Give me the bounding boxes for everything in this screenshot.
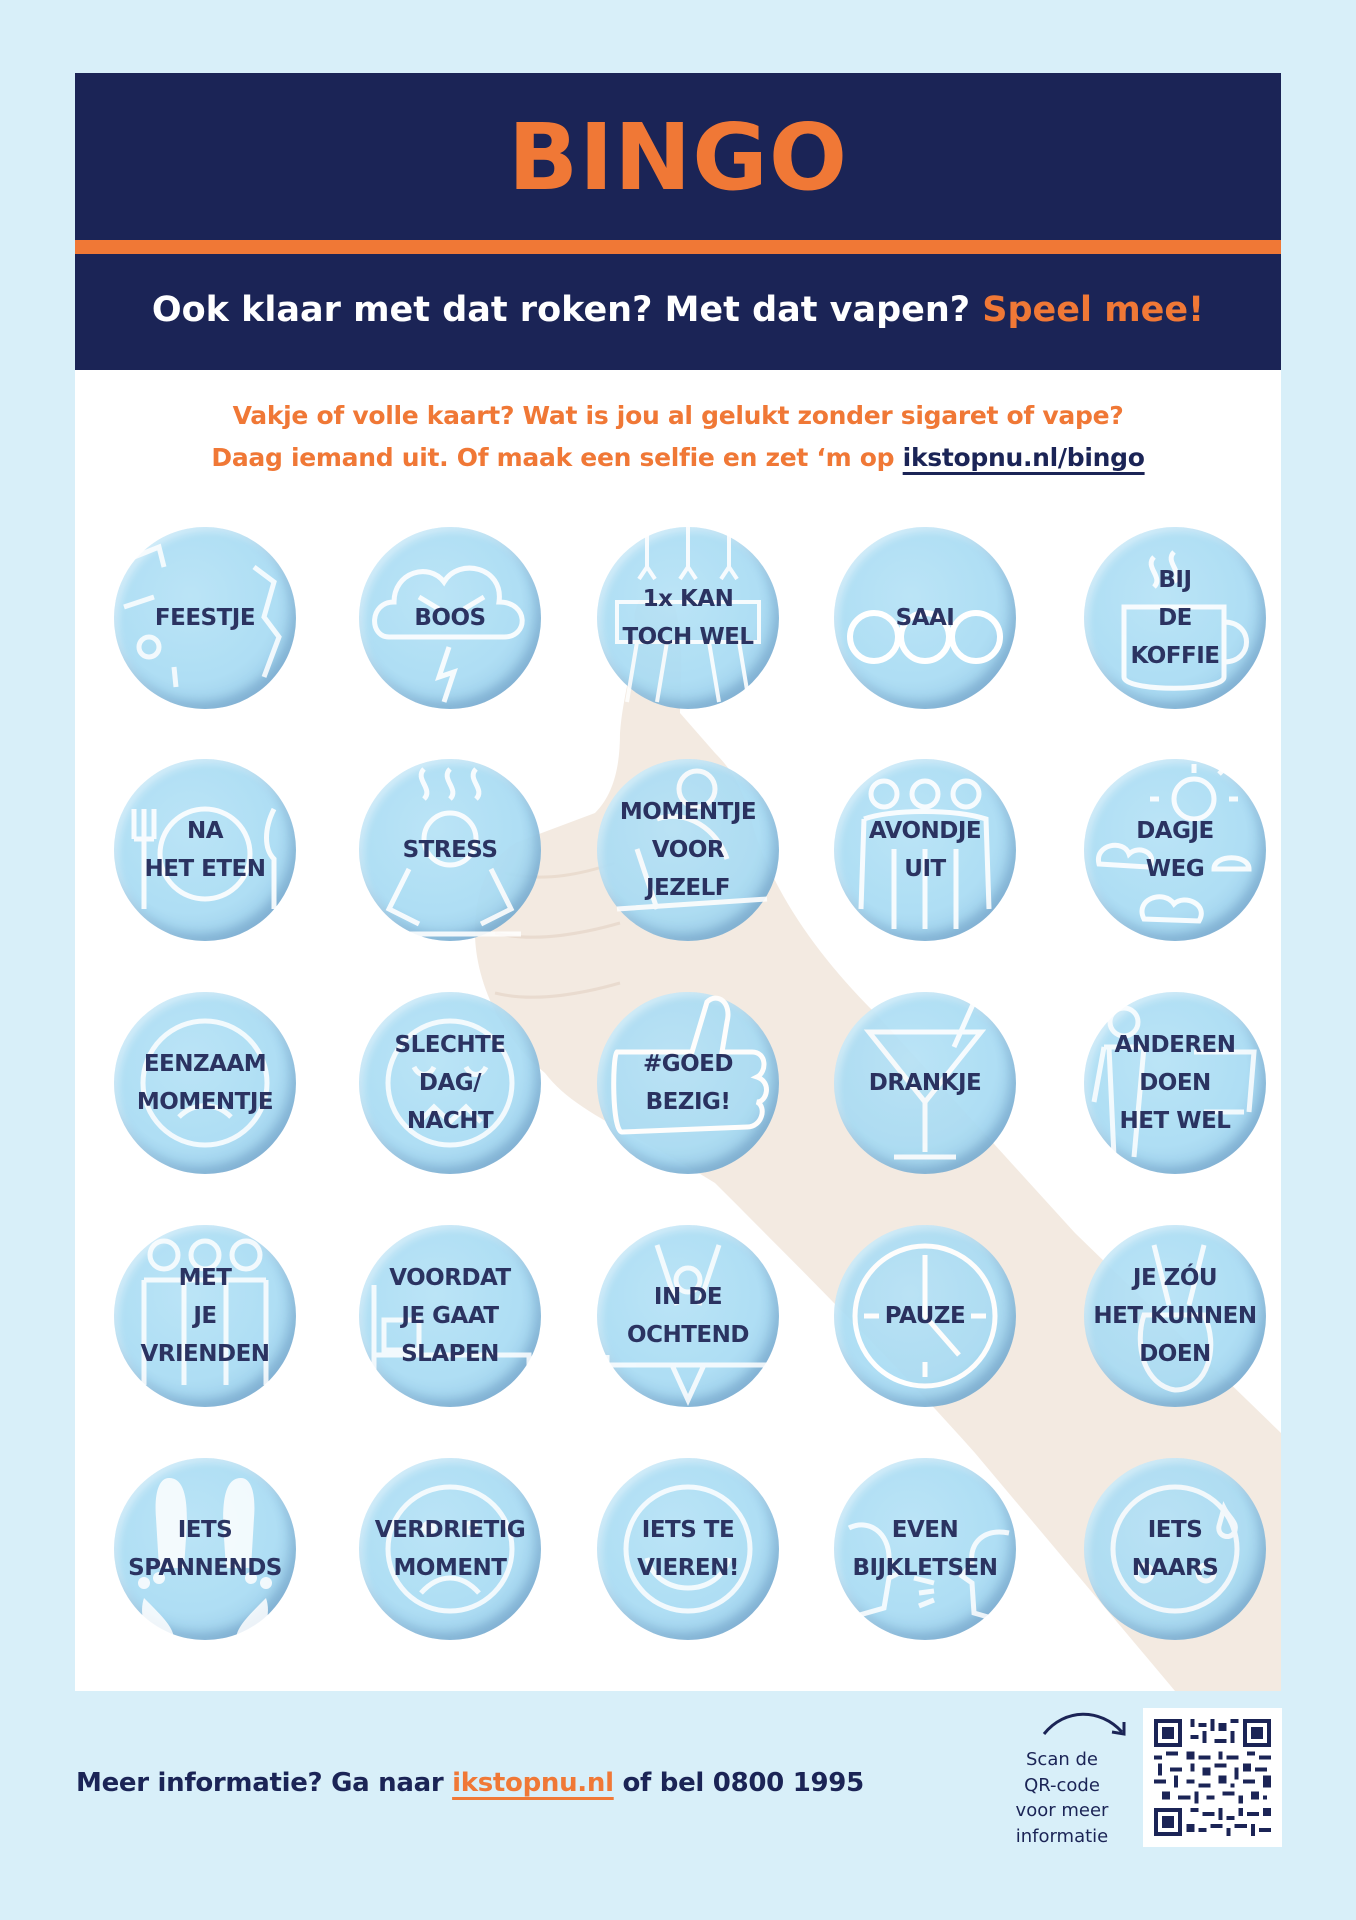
cell-label: VERDRIETIG MOMENT [374,1517,526,1581]
stressed-person-icon [379,767,521,937]
cell-label: SAAI [895,605,955,631]
bingo-cell-stress[interactable]: STRESS [359,759,541,941]
sad-smiley-icon [385,1484,515,1614]
friends-icon [141,1238,269,1385]
sad-face-icon [140,1018,270,1148]
cell-label: MOMENTJE VOOR JEZELF [619,799,757,901]
qr-code-icon [1154,1719,1271,1836]
bingo-cell-verdrietig-moment[interactable]: VERDRIETIG MOMENT [359,1458,541,1640]
footer-info-prefix: Meer informatie? Ga naar [76,1768,453,1798]
bingo-cell-drankje[interactable]: DRANKJE [834,992,1016,1174]
bingo-cell-goed-bezig[interactable]: #GOED BEZIG! [597,992,779,1174]
cell-label: DRANKJE [868,1070,982,1096]
cell-label: IETS NAARS [1131,1517,1219,1581]
bingo-cell-pauze[interactable]: PAUZE [834,1225,1016,1407]
bingo-cell-feestje[interactable]: FEESTJE [114,527,296,709]
bingo-grid: FEESTJE BOOS 1x KAN TOCH WEL SAAI BIJ DE… [75,73,1281,1691]
intro-text: Vakje of volle kaart? Wat is jou al gelu… [75,395,1281,479]
bingo-cell-even-bijkletsen[interactable]: EVEN BIJKLETSEN [834,1458,1016,1640]
cell-label: PAUZE [884,1303,966,1329]
header-banner: BINGO Ook klaar met dat roken? Met dat v… [75,73,1281,370]
footer-info-suffix: of bel 0800 1995 [613,1768,864,1798]
cell-label: IETS SPANNENDS [128,1517,282,1581]
bingo-cell-anderen-doen-het-wel[interactable]: ANDEREN DOEN HET WEL [1084,992,1266,1174]
bingo-cell-iets-spannends[interactable]: IETS SPANNENDS [114,1458,296,1640]
bingo-cell-boos[interactable]: BOOS [359,527,541,709]
tagline-accent: Speel mee! [982,290,1205,330]
cell-label: FEESTJE [154,605,256,631]
bar-lamps-icon [615,527,761,703]
bingo-cell-dagje-weg[interactable]: DAGJE WEG [1084,759,1266,941]
cell-label: MET JE VRIENDEN [140,1265,270,1367]
footprints-icon [138,1478,272,1640]
cell-label: STRESS [402,837,498,863]
bingo-cell-iets-te-vieren[interactable]: IETS TE VIEREN! [597,1458,779,1640]
bed-icon [371,1285,532,1385]
cocktail-glass-icon [863,998,987,1160]
cell-label: EVEN BIJKLETSEN [852,1517,998,1581]
bingo-cell-avondje-uit[interactable]: AVONDJE UIT [834,759,1016,941]
bingo-cell-1x-kan-toch-wel[interactable]: 1x KAN TOCH WEL [597,527,779,709]
group-friends-icon [858,778,992,929]
cell-label: NA HET ETEN [144,818,266,882]
cell-label: BIJ DE KOFFIE [1130,567,1220,669]
cell-label: ANDEREN DOEN HET WEL [1114,1032,1236,1134]
bingo-link[interactable]: ikstopnu.nl/bingo [902,443,1145,472]
bingo-cell-met-je-vrienden[interactable]: MET JE VRIENDEN [114,1225,296,1407]
angry-cloud-icon [372,565,525,703]
relaxing-person-icon [616,768,768,912]
tagline-main: Ook klaar met dat roken? Met dat vapen? [151,290,983,330]
cell-label: AVONDJE UIT [868,818,982,882]
cell-label: 1x KAN TOCH WEL [622,586,754,650]
bingo-cell-iets-naars[interactable]: IETS NAARS [1084,1458,1266,1640]
cell-label: #GOED BEZIG! [642,1051,734,1115]
peace-hand-icon [1137,1244,1214,1393]
clock-icon [852,1243,998,1389]
page-title: BINGO [507,104,849,211]
cell-label: VOORDAT JE GAAT SLAPEN [389,1265,511,1367]
curved-arrow-icon [1042,1712,1126,1736]
bingo-cell-bij-de-koffie[interactable]: BIJ DE KOFFIE [1084,527,1266,709]
people-icon [1091,1005,1257,1158]
cell-label: BOOS [414,605,486,631]
thumbs-up-icon [611,995,769,1135]
scan-qr-instruction: Scan de QR-code voor meer informatie [1015,1749,1109,1847]
crying-face-icon [385,1018,515,1148]
bingo-card: BINGO Ook klaar met dat roken? Met dat v… [75,73,1281,1691]
cell-label: IN DE OCHTEND [627,1284,749,1348]
cell-label: SLECHTE DAG/ NACHT [394,1032,506,1134]
tagline: Ook klaar met dat roken? Met dat vapen? … [75,285,1281,335]
intro-line-1: Vakje of volle kaart? Wat is jou al gelu… [232,401,1124,430]
intro-line-2: Daag iemand uit. Of maak een selfie en z… [75,437,1281,479]
website-link[interactable]: ikstopnu.nl [452,1768,614,1798]
cell-label: EENZAAM MOMENTJE [136,1051,274,1115]
bingo-cell-saai[interactable]: SAAI [834,527,1016,709]
sweating-face-icon [1110,1484,1240,1614]
cell-label: DAGJE WEG [1136,818,1214,882]
orange-divider [75,240,1281,254]
bingo-cell-slechte-dag-nacht[interactable]: SLECHTE DAG/ NACHT [359,992,541,1174]
qr-code[interactable] [1143,1708,1282,1847]
coffee-cup-icon [1121,550,1249,691]
party-icon [123,543,282,688]
bingo-cell-na-het-eten[interactable]: NA HET ETEN [114,759,296,941]
bingo-cell-je-zou-het-kunnen-doen[interactable]: JE ZÓU HET KUNNEN DOEN [1084,1225,1266,1407]
waking-up-icon [604,1244,772,1407]
sun-clouds-icon [1096,764,1252,924]
footer-info: Meer informatie? Ga naar ikstopnu.nl of … [76,1763,864,1803]
bingo-cell-in-de-ochtend[interactable]: IN DE OCHTEND [597,1225,779,1407]
plate-cutlery-icon [131,806,277,909]
three-dots-icon [847,610,1003,664]
bingo-cell-momentje-voor-jezelf[interactable]: MOMENTJE VOOR JEZELF [597,759,779,941]
happy-smiley-icon [623,1484,753,1614]
intro-line-2-text: Daag iemand uit. Of maak een selfie en z… [211,443,903,472]
cell-label: JE ZÓU HET KUNNEN DOEN [1093,1265,1257,1367]
talking-heads-icon [847,1522,1010,1626]
bingo-cell-voordat-je-gaat-slapen[interactable]: VOORDAT JE GAAT SLAPEN [359,1225,541,1407]
bingo-cell-eenzaam-momentje[interactable]: EENZAAM MOMENTJE [114,992,296,1174]
cell-label: IETS TE VIEREN! [637,1517,739,1581]
